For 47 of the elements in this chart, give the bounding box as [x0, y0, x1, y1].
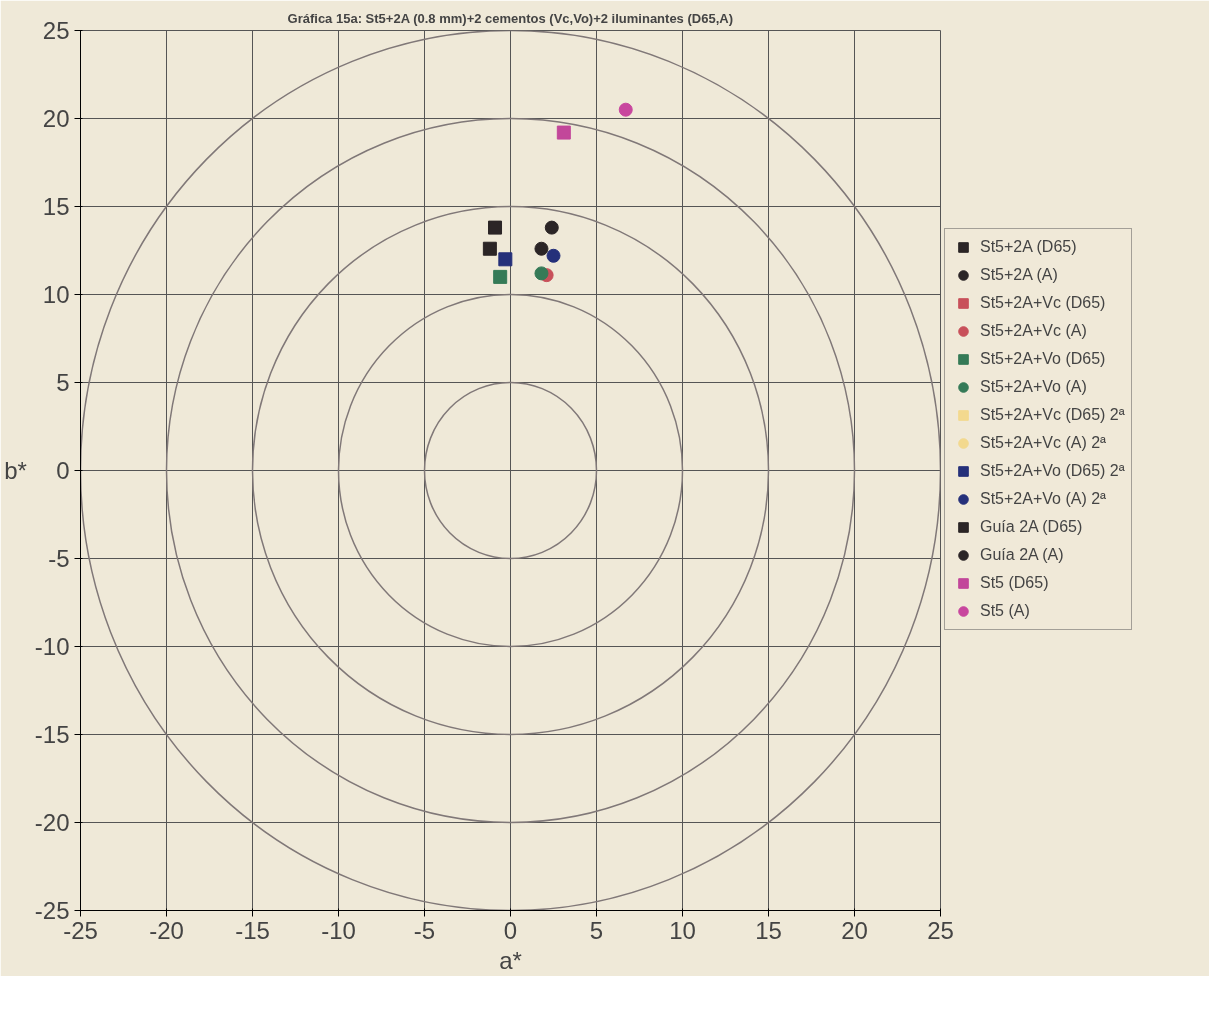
legend-label: St5+2A+Vo (A) — [980, 378, 1087, 396]
y-tick-label: -10 — [34, 633, 70, 660]
legend-label: St5+2A+Vo (A) 2ª — [980, 490, 1106, 508]
point — [534, 266, 549, 281]
point — [488, 220, 503, 235]
x-axis-title: a* — [499, 946, 522, 974]
y-tick-label: 15 — [42, 193, 70, 220]
legend-label: Guía 2A (D65) — [980, 518, 1083, 536]
x-tick-label: 20 — [841, 916, 868, 944]
point — [493, 269, 508, 284]
point — [534, 241, 549, 256]
x-tick-label: -15 — [235, 916, 270, 944]
x-tick-label: -10 — [321, 916, 356, 944]
legend-label: St5+2A+Vc (D65) 2ª — [980, 406, 1125, 424]
point — [546, 248, 561, 263]
legend-label: St5+2A+Vo (D65) — [980, 350, 1106, 368]
y-tick-label: 10 — [42, 281, 70, 308]
x-tick-label: 25 — [927, 916, 954, 944]
legend-label: St5+2A+Vc (D65) — [980, 294, 1106, 312]
point — [556, 125, 571, 140]
y-tick-label: -20 — [34, 809, 70, 836]
x-tick-label: 5 — [589, 916, 604, 944]
chart-title: Gráfica 15a: St5+2A (0.8 mm)+2 cementos (Vc,Vo)+2 iluminantes (D65,A) — [287, 10, 733, 26]
x-tick-label: 0 — [503, 916, 518, 944]
y-axis-title: b* — [4, 457, 27, 484]
x-tick-label: 15 — [755, 916, 782, 944]
y-tick-label: 5 — [56, 369, 70, 396]
legend-label: St5+2A+Vo (D65) 2ª — [980, 462, 1125, 480]
point — [482, 241, 497, 256]
y-tick-label: -15 — [34, 721, 70, 748]
legend-label: St5+2A+Vc (A) 2ª — [980, 434, 1106, 452]
point — [498, 252, 513, 267]
x-tick-label: -5 — [413, 916, 436, 944]
y-tick-label: 20 — [42, 105, 70, 132]
x-tick-label: 10 — [669, 916, 696, 944]
legend-label: St5 (D65) — [980, 574, 1049, 592]
x-tick-label: -20 — [149, 916, 184, 944]
legend-label: Guía 2A (A) — [980, 546, 1064, 564]
legend-label: St5 (A) — [980, 602, 1030, 620]
point — [544, 220, 559, 235]
y-tick-label: 0 — [56, 457, 70, 484]
y-tick-label: 25 — [42, 17, 70, 44]
legend-label: St5+2A+Vc (A) — [980, 322, 1087, 340]
y-tick-label: -5 — [48, 545, 70, 572]
legend-label: St5+2A (D65) — [980, 238, 1077, 256]
legend-label: St5+2A (A) — [980, 266, 1058, 284]
point — [618, 102, 633, 117]
